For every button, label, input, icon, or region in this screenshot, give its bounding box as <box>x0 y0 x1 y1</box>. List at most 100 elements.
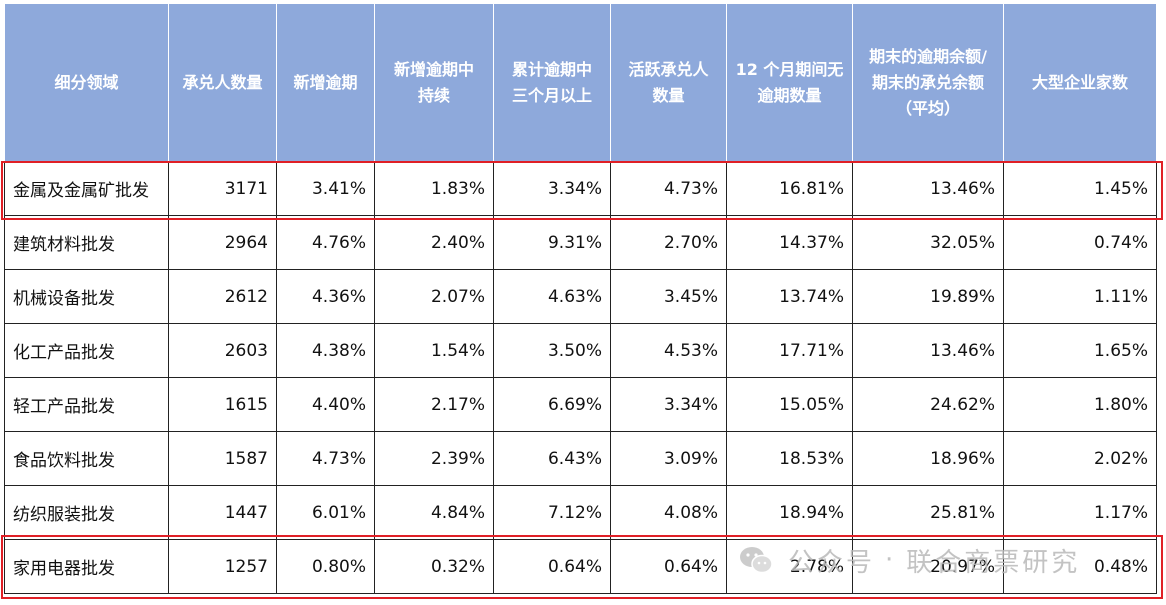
value-cell: 4.38% <box>276 323 375 378</box>
value-cell: 2.07% <box>374 269 494 324</box>
value-cell: 2.17% <box>374 377 494 432</box>
row-label-cell: 食品饮料批发 <box>4 431 169 486</box>
value-cell: 4.73% <box>276 431 375 486</box>
value-cell: 16.81% <box>726 161 853 216</box>
value-cell: 4.84% <box>374 485 494 540</box>
value-cell: 1.45% <box>1003 161 1157 216</box>
table-row: 轻工产品批发 1615 4.40% 2.17% 6.69% 3.34% 15.05% 24.6… <box>4 377 1157 432</box>
table-row: 食品饮料批发 1587 4.73% 2.39% 6.43% 3.09% 18.53% 18.9… <box>4 431 1157 486</box>
watermark: 公众号 · 联合商票研究 <box>738 540 1080 580</box>
wechat-icon <box>740 547 773 574</box>
data-table: 细分领域 承兑人数量 新增逾期 新增逾期中 持续 累计逾期中 三个月以上 活跃承兑人 数量 12 … <box>4 3 1157 594</box>
value-cell: 1.80% <box>1003 377 1157 432</box>
value-cell: 0.80% <box>276 539 375 594</box>
value-cell: 0.48% <box>1003 539 1157 594</box>
table-row: 机械设备批发 2612 4.36% 2.07% 4.63% 3.45% 13.74% 19.8… <box>4 269 1157 324</box>
column-header: 新增逾期中 持续 <box>374 3 494 162</box>
value-cell: 13.46% <box>852 323 1004 378</box>
value-cell: 1.83% <box>374 161 494 216</box>
value-cell: 3.45% <box>610 269 727 324</box>
column-header: 活跃承兑人 数量 <box>610 3 727 162</box>
watermark-account-name: 联合商票研究 <box>906 547 1081 578</box>
value-cell: 18.96% <box>852 431 1004 486</box>
table-row: 纺织服装批发 1447 6.01% 4.84% 7.12% 4.08% 18.94% 25.8… <box>4 485 1157 540</box>
column-header: 累计逾期中三个月以上 <box>493 3 611 162</box>
column-header-line: 逾期数量 <box>757 85 822 105</box>
column-header: 细分领域 <box>4 3 169 162</box>
value-cell: 0.74% <box>1003 215 1157 270</box>
value-cell: 3.41% <box>276 161 375 216</box>
value-cell: 18.94% <box>726 485 853 540</box>
table-row: 建筑材料批发 2964 4.76% 2.40% 9.31% 2.70% 14.37% 32.0… <box>4 215 1157 270</box>
value-cell: 1.11% <box>1003 269 1157 324</box>
column-header-line: 持续 <box>417 85 450 105</box>
value-cell: 1.17% <box>1003 485 1157 540</box>
value-cell: 17.71% <box>726 323 853 378</box>
value-cell: 13.46% <box>852 161 1004 216</box>
value-cell: 2964 <box>168 215 277 270</box>
value-cell: 3.09% <box>610 431 727 486</box>
column-header-line: 承兑人数量 <box>182 72 263 92</box>
row-label-cell: 金属及金属矿批发 <box>4 161 169 216</box>
value-cell: 1447 <box>168 485 277 540</box>
value-cell: 18.53% <box>726 431 853 486</box>
value-cell: 4.08% <box>610 485 727 540</box>
value-cell: 20.97% <box>852 539 1004 594</box>
value-cell: 4.40% <box>276 377 375 432</box>
value-cell: 3.34% <box>610 377 727 432</box>
header-row: 细分领域 承兑人数量 新增逾期 新增逾期中 持续 累计逾期中 三个月以上 活跃承兑人 数量 12 … <box>4 3 1157 162</box>
table-row: 化工产品批发 2603 4.38% 1.54% 3.50% 4.53% 17.71% 13.4… <box>4 323 1157 378</box>
value-cell: 2612 <box>168 269 277 324</box>
column-header-line: 活跃承兑人 <box>628 59 709 79</box>
value-cell: 4.63% <box>493 269 611 324</box>
value-cell: 0.64% <box>610 539 727 594</box>
value-cell: 1587 <box>168 431 277 486</box>
column-header-line: 数量 <box>652 85 685 105</box>
value-cell: 4.76% <box>276 215 375 270</box>
column-header: 期末的逾期余额/期末的承兑余额 （平均） <box>852 3 1004 162</box>
value-cell: 6.01% <box>276 485 375 540</box>
value-cell: 6.69% <box>493 377 611 432</box>
column-header-line: （平均） <box>895 98 960 118</box>
column-header: 12 个月期间无 逾期数量 <box>726 3 853 162</box>
watermark-separator: · <box>885 545 897 575</box>
column-header-line: 新增逾期中 <box>393 59 474 79</box>
row-label-cell: 轻工产品批发 <box>4 377 169 432</box>
column-header: 承兑人数量 <box>168 3 277 162</box>
value-cell: 4.36% <box>276 269 375 324</box>
value-cell: 14.37% <box>726 215 853 270</box>
column-header-line: 期末的逾期余额/ <box>869 46 987 66</box>
value-cell: 4.73% <box>610 161 727 216</box>
column-header: 新增逾期 <box>276 3 375 162</box>
value-cell: 2.70% <box>610 215 727 270</box>
value-cell: 4.53% <box>610 323 727 378</box>
value-cell: 3.34% <box>493 161 611 216</box>
value-cell: 1.54% <box>374 323 494 378</box>
value-cell: 1257 <box>168 539 277 594</box>
data-table-container: 细分领域 承兑人数量 新增逾期 新增逾期中 持续 累计逾期中 三个月以上 活跃承兑人 数量 12 … <box>4 3 1157 594</box>
row-label-cell: 纺织服装批发 <box>4 485 169 540</box>
value-cell: 1.65% <box>1003 323 1157 378</box>
column-header-line: 大型企业家数 <box>1031 72 1128 92</box>
value-cell: 19.89% <box>852 269 1004 324</box>
column-header: 大型企业家数 <box>1003 3 1157 162</box>
column-header-line: 新增逾期 <box>293 72 358 92</box>
value-cell: 2.02% <box>1003 431 1157 486</box>
value-cell: 24.62% <box>852 377 1004 432</box>
value-cell: 7.12% <box>493 485 611 540</box>
row-label-cell: 化工产品批发 <box>4 323 169 378</box>
value-cell: 6.43% <box>493 431 611 486</box>
value-cell: 13.74% <box>726 269 853 324</box>
value-cell: 0.32% <box>374 539 494 594</box>
row-label-cell: 家用电器批发 <box>4 539 169 594</box>
value-cell: 9.31% <box>493 215 611 270</box>
row-label-cell: 建筑材料批发 <box>4 215 169 270</box>
value-cell: 32.05% <box>852 215 1004 270</box>
column-header-line: 三个月以上 <box>511 85 592 105</box>
value-cell: 3171 <box>168 161 277 216</box>
column-header-line: 累计逾期中 <box>511 59 592 79</box>
row-label-cell: 机械设备批发 <box>4 269 169 324</box>
column-header-line: 12 个月期间无 <box>735 59 844 79</box>
value-cell: 2.40% <box>374 215 494 270</box>
watermark-label: 公众号 <box>788 547 876 578</box>
